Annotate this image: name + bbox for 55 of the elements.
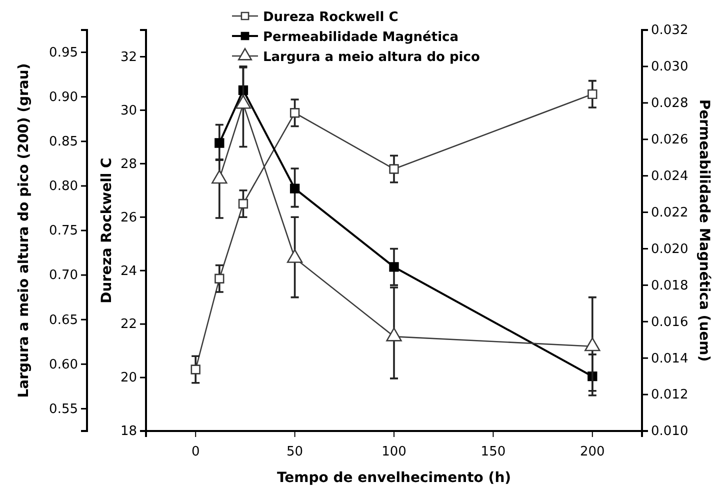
y2-tick-label: 0.014 bbox=[651, 351, 688, 366]
y2-tick-label: 0.028 bbox=[651, 96, 688, 112]
point bbox=[214, 138, 224, 148]
point bbox=[286, 249, 303, 263]
y3-tick-label: 0.70 bbox=[49, 268, 78, 284]
y2-tick-label: 0.026 bbox=[651, 132, 688, 148]
point bbox=[584, 337, 600, 352]
y2-tick-label: 0.016 bbox=[651, 314, 688, 330]
y3-tick-label: 0.55 bbox=[49, 402, 78, 417]
x-tick-label: 150 bbox=[480, 444, 506, 460]
y2-tick-label: 0.020 bbox=[651, 242, 688, 257]
y2-axis-title: Permeabilidade Magnética (uem) bbox=[696, 99, 712, 362]
y-tick-label: 32 bbox=[120, 50, 137, 65]
x-tick-label: 0 bbox=[191, 444, 200, 460]
y2-tick-label: 0.032 bbox=[651, 23, 688, 38]
point bbox=[212, 170, 228, 184]
y2-tick-label: 0.030 bbox=[651, 60, 688, 75]
point bbox=[386, 328, 402, 342]
point bbox=[290, 184, 300, 194]
point bbox=[389, 164, 399, 174]
x-axis-title: Tempo de envelhecimento (h) bbox=[276, 470, 512, 486]
y-tick-label: 26 bbox=[120, 210, 137, 226]
point bbox=[235, 94, 252, 109]
y3-tick-label: 0.65 bbox=[49, 312, 78, 328]
y3-tick-label: 0.90 bbox=[49, 90, 78, 105]
y-tick-label: 18 bbox=[120, 424, 137, 440]
y3-axis-title: Largura a meio altura do pico (200) (grau) bbox=[16, 63, 32, 398]
point bbox=[290, 108, 300, 118]
point bbox=[214, 274, 224, 284]
legend-label: Dureza Rockwell C bbox=[263, 10, 398, 25]
point bbox=[238, 198, 248, 209]
x-tick-label: 200 bbox=[580, 444, 605, 460]
y2-tick-label: 0.024 bbox=[651, 168, 688, 184]
point bbox=[588, 89, 598, 99]
x-tick-label: 50 bbox=[286, 444, 304, 460]
y2-tick-label: 0.018 bbox=[651, 278, 688, 294]
y3-tick-label: 0.75 bbox=[49, 224, 78, 239]
y2-tick-label: 0.010 bbox=[651, 424, 688, 440]
y3-tick-label: 0.85 bbox=[49, 134, 78, 150]
y2-tick-label: 0.022 bbox=[651, 205, 688, 220]
point bbox=[389, 262, 399, 272]
y-axis-title: Dureza Rockwell C bbox=[99, 158, 115, 304]
y-tick-label: 22 bbox=[120, 317, 137, 332]
x-tick-label: 100 bbox=[382, 444, 406, 460]
point bbox=[190, 364, 200, 374]
y-tick-label: 20 bbox=[120, 370, 137, 386]
y-tick-label: 24 bbox=[120, 264, 137, 279]
legend-label: Permeabilidade Magnética bbox=[263, 30, 459, 45]
y3-tick-label: 0.95 bbox=[49, 45, 78, 60]
y3-tick-label: 0.60 bbox=[49, 357, 78, 372]
y3-tick-label: 0.80 bbox=[49, 179, 78, 194]
y-tick-label: 28 bbox=[120, 156, 137, 172]
y2-tick-label: 0.012 bbox=[651, 388, 688, 403]
y-tick-label: 30 bbox=[120, 103, 137, 118]
legend-label: Largura a meio altura do pico bbox=[263, 50, 480, 65]
